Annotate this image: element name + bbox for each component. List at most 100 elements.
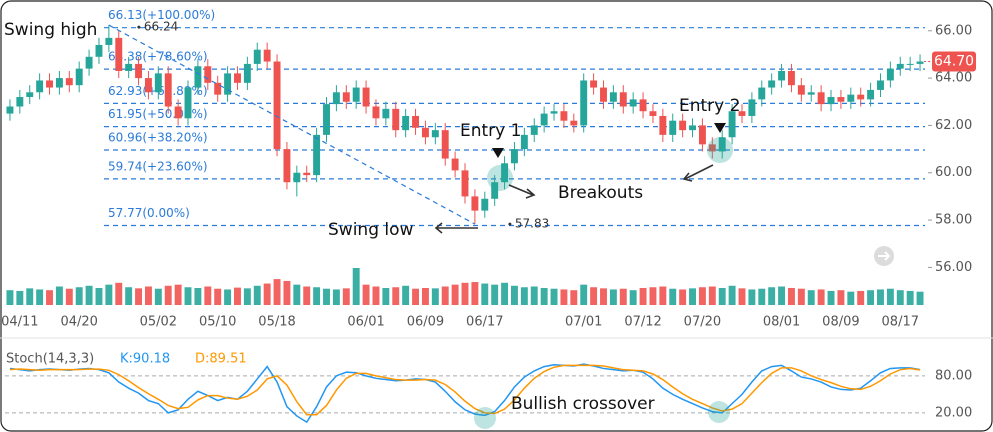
volume-bar: [787, 287, 795, 305]
x-tick-label: 07/01: [565, 315, 602, 330]
volume-bar: [115, 282, 123, 305]
volume-bar: [243, 288, 251, 305]
candle-body: [827, 97, 835, 105]
candle-body: [679, 120, 687, 131]
y-tick-label: 62.00: [935, 118, 972, 133]
candle-body: [303, 172, 311, 176]
candle-body: [669, 120, 677, 135]
candle-body: [36, 80, 44, 93]
plot: 56.00 58.00 60.00 62.00 64.00 66.00 66.13(+100…: [1, 8, 976, 424]
volume-bar: [649, 287, 657, 305]
x-tick-label: 05/18: [258, 315, 295, 330]
candle-body: [906, 63, 914, 65]
candle-body: [461, 170, 469, 197]
volume-bar: [896, 290, 904, 305]
volume-bar: [530, 286, 538, 305]
candle-body: [412, 115, 419, 128]
volume-bar: [154, 288, 162, 305]
candle-body: [194, 66, 202, 88]
x-tick-label: 04/20: [60, 315, 97, 330]
candle-body: [471, 196, 479, 211]
candle-body: [273, 61, 281, 150]
volume-bar: [698, 287, 706, 305]
candle-body: [402, 115, 410, 131]
volume-bar: [837, 290, 845, 305]
volume-bar: [16, 290, 24, 305]
volume-bar: [323, 288, 330, 305]
candle-body: [520, 134, 528, 150]
crossover-highlight: [474, 407, 496, 429]
candle-body: [382, 108, 390, 119]
volume-bar: [471, 282, 479, 305]
volume-bar: [550, 288, 558, 305]
candle-body: [234, 73, 241, 83]
volume-bar: [847, 291, 855, 305]
volume-bar: [125, 287, 133, 305]
candle-body: [431, 130, 439, 138]
stoch-line: [9, 363, 921, 424]
candle-body: [590, 80, 598, 88]
candle-body: [283, 149, 291, 183]
x-tick-label: 07/20: [684, 315, 721, 330]
volume-bar: [441, 286, 449, 305]
volume-bar: [669, 288, 677, 305]
y-tick-label: 56.00: [935, 260, 972, 275]
volume-bar: [55, 286, 63, 305]
candle-body: [313, 134, 321, 176]
candle-body: [224, 73, 232, 95]
volume-bar: [629, 290, 637, 305]
volume-bar: [807, 290, 815, 305]
volume-bar: [758, 288, 766, 305]
candle-body: [164, 73, 172, 107]
candle-body: [441, 130, 449, 159]
annotation: Swing low: [328, 220, 414, 240]
candle-body: [629, 99, 637, 107]
x-tick-label: 06/09: [407, 315, 444, 330]
volume-bar: [431, 288, 439, 305]
candle-body: [639, 99, 647, 112]
volume-bar: [609, 289, 617, 305]
candle-body: [501, 163, 509, 183]
candle-body: [392, 108, 400, 131]
volume-bar: [65, 288, 73, 305]
volume-bar: [85, 285, 93, 305]
candle-body: [85, 56, 93, 69]
breakout-highlight: [487, 165, 513, 191]
volume-bar: [679, 289, 687, 305]
volume-bar: [451, 284, 459, 305]
y-tick-label: 60.00: [935, 165, 972, 180]
volume-bar: [639, 287, 647, 305]
candle-body: [372, 106, 380, 119]
scroll-icon: [878, 251, 891, 261]
volume-bar: [877, 289, 884, 305]
volume-bar: [293, 284, 301, 305]
y-tick-label: 58.00: [935, 213, 972, 228]
fib-label: 64.38(+78.60%): [108, 50, 208, 64]
x-tick-label: 08/17: [882, 315, 919, 330]
candle-body: [689, 125, 696, 131]
volume-bar: [778, 286, 786, 305]
candle-body: [778, 70, 786, 81]
volume-bar: [768, 287, 776, 305]
candle-body: [768, 80, 776, 88]
volume-bar: [501, 282, 509, 305]
candle-body: [797, 85, 805, 95]
candle-body: [698, 125, 706, 145]
candle-body: [332, 92, 340, 105]
candle-body: [6, 106, 14, 114]
volume-bar: [253, 285, 261, 305]
x-tick-label: 07/12: [624, 315, 661, 330]
volume-bar: [184, 287, 192, 305]
volume-bar: [263, 283, 271, 305]
arrows: [434, 164, 714, 234]
volume-bar: [708, 286, 716, 305]
candle-body: [342, 92, 350, 102]
candle-body: [115, 37, 123, 71]
candle-body: [26, 92, 34, 98]
swing-low-label: 57.83: [515, 217, 549, 231]
indicator-title: Stoch(14,3,3): [6, 352, 94, 367]
x-tick-label: 05/10: [199, 315, 236, 330]
x-tick-label: 06/17: [466, 315, 503, 330]
